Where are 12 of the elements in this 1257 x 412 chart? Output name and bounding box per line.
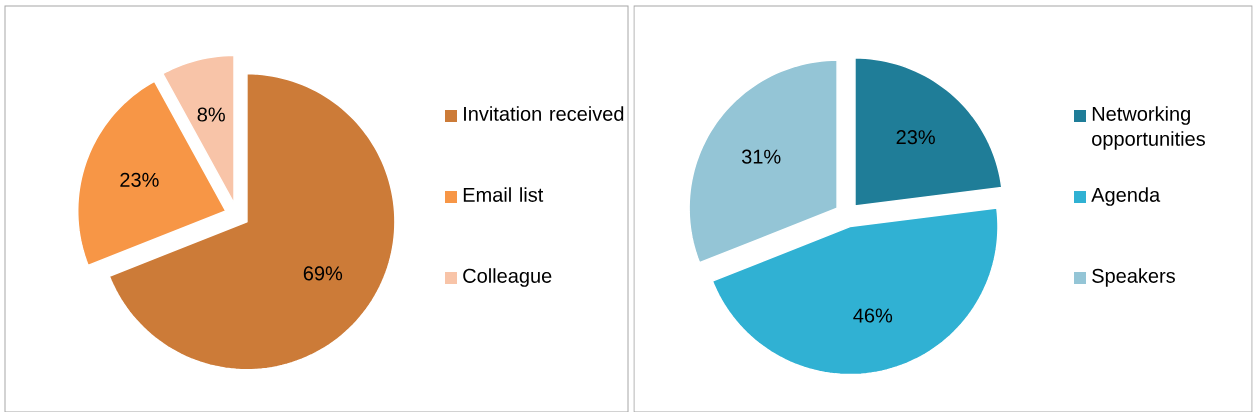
data-label: 46%: [853, 308, 893, 323]
legend-label: Speakers: [1092, 268, 1175, 287]
legend-label: Email list: [463, 187, 544, 202]
data-label: 31%: [741, 149, 781, 164]
legend-label: Colleague: [463, 268, 552, 287]
data-label: 23%: [120, 172, 159, 187]
data-label: 69%: [303, 266, 343, 281]
data-label: 8%: [197, 107, 225, 122]
data-label: 23%: [896, 130, 935, 145]
legend-label: Networking opportunities: [1092, 106, 1205, 150]
legend-label: Agenda: [1091, 187, 1161, 206]
legend-label: Invitation received: [464, 106, 624, 121]
